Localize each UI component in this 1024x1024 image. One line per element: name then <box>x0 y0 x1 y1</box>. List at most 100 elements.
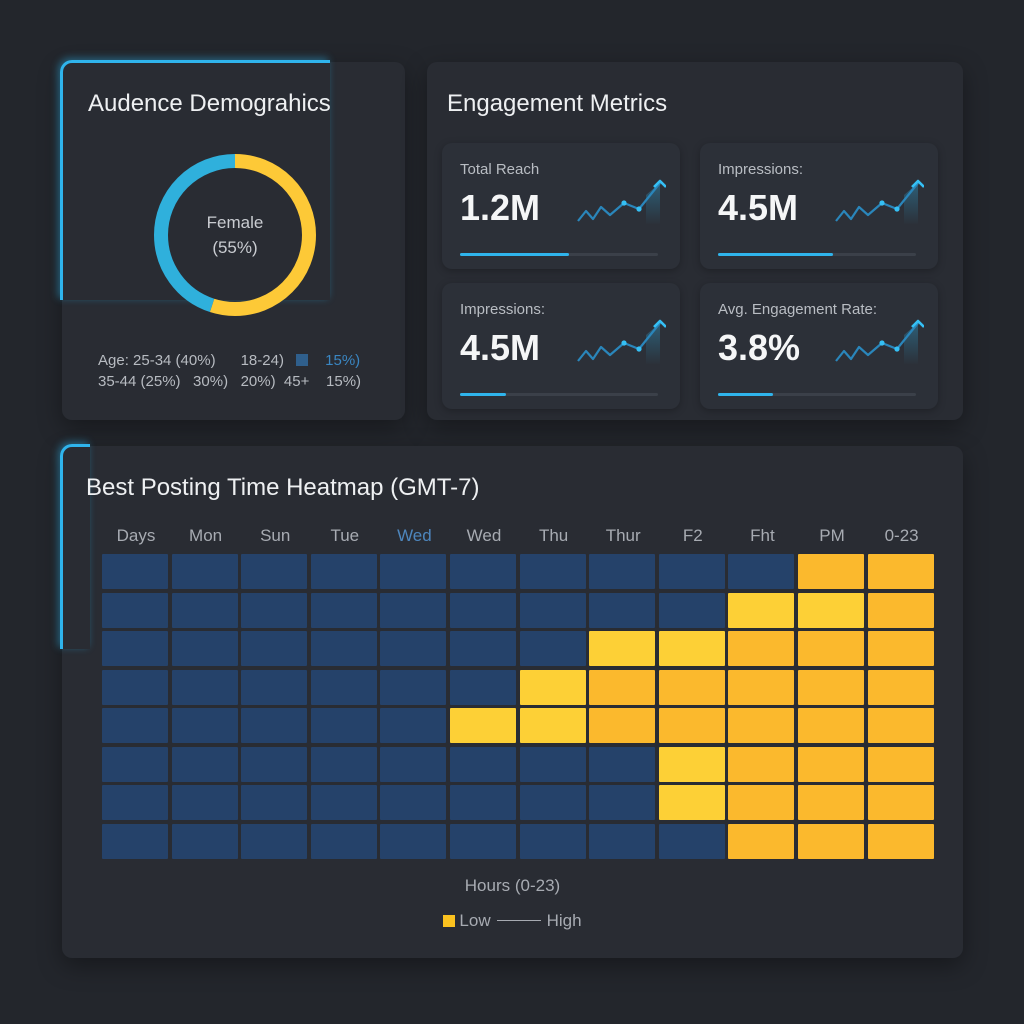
heatmap-cell[interactable] <box>867 708 934 743</box>
heatmap-cell[interactable] <box>658 592 725 628</box>
heatmap-cell[interactable] <box>589 669 656 705</box>
heatmap-cell[interactable] <box>380 785 447 820</box>
heatmap-cell[interactable] <box>310 785 377 820</box>
heatmap-cell[interactable] <box>380 823 447 859</box>
heatmap-cell[interactable] <box>102 785 168 820</box>
heatmap-cell[interactable] <box>241 785 308 820</box>
heatmap-cell[interactable] <box>798 746 864 782</box>
heatmap-cell[interactable] <box>728 746 795 782</box>
heatmap-cell[interactable] <box>171 669 238 705</box>
heatmap-cell[interactable] <box>171 631 238 666</box>
metric-card-impressions[interactable]: Impressions: 4.5M <box>700 143 938 269</box>
heatmap-cell[interactable] <box>519 823 586 859</box>
heatmap-cell[interactable] <box>798 669 864 705</box>
heatmap-cell[interactable] <box>519 631 586 666</box>
heatmap-cell[interactable] <box>102 554 168 589</box>
heatmap-cell[interactable] <box>658 746 725 782</box>
heatmap-cell[interactable] <box>171 823 238 859</box>
heatmap-cell[interactable] <box>102 669 168 705</box>
heatmap-cell[interactable] <box>310 592 377 628</box>
heatmap-cell[interactable] <box>241 669 308 705</box>
heatmap-cell[interactable] <box>171 592 238 628</box>
heatmap-cell[interactable] <box>310 708 377 743</box>
heatmap-cell[interactable] <box>798 785 864 820</box>
heatmap-cell[interactable] <box>380 592 447 628</box>
heatmap-cell[interactable] <box>589 823 656 859</box>
heatmap-cell[interactable] <box>171 554 238 589</box>
heatmap-cell[interactable] <box>658 554 725 589</box>
heatmap-cell[interactable] <box>102 708 168 743</box>
heatmap-cell[interactable] <box>589 746 656 782</box>
heatmap-cell[interactable] <box>867 554 934 589</box>
heatmap-cell[interactable] <box>310 746 377 782</box>
heatmap-cell[interactable] <box>867 631 934 666</box>
heatmap-cell[interactable] <box>380 708 447 743</box>
metric-card-total-reach[interactable]: Total Reach 1.2M <box>442 143 680 269</box>
heatmap-cell[interactable] <box>310 823 377 859</box>
heatmap-cell[interactable] <box>241 708 308 743</box>
heatmap-cell[interactable] <box>728 554 795 589</box>
heatmap-cell[interactable] <box>450 669 516 705</box>
heatmap-cell[interactable] <box>241 554 308 589</box>
heatmap-cell[interactable] <box>589 708 656 743</box>
heatmap-cell[interactable] <box>241 746 308 782</box>
heatmap-cell[interactable] <box>450 708 516 743</box>
heatmap-cell[interactable] <box>450 785 516 820</box>
heatmap-cell[interactable] <box>589 592 656 628</box>
heatmap-cell[interactable] <box>450 823 516 859</box>
heatmap-cell[interactable] <box>728 592 795 628</box>
heatmap-cell[interactable] <box>102 592 168 628</box>
heatmap-cell[interactable] <box>241 631 308 666</box>
heatmap-cell[interactable] <box>519 708 586 743</box>
heatmap-cell[interactable] <box>380 669 447 705</box>
heatmap-cell[interactable] <box>728 631 795 666</box>
heatmap-cell[interactable] <box>589 554 656 589</box>
heatmap-cell[interactable] <box>380 554 447 589</box>
metric-card-avg-engagement-rate[interactable]: Avg. Engagement Rate: 3.8% <box>700 283 938 409</box>
heatmap-cell[interactable] <box>241 823 308 859</box>
heatmap-cell[interactable] <box>589 785 656 820</box>
heatmap-cell[interactable] <box>380 631 447 666</box>
heatmap-cell[interactable] <box>728 823 795 859</box>
heatmap-cell[interactable] <box>798 823 864 859</box>
heatmap-cell[interactable] <box>728 708 795 743</box>
heatmap-cell[interactable] <box>450 631 516 666</box>
heatmap-cell[interactable] <box>380 746 447 782</box>
heatmap-cell[interactable] <box>728 669 795 705</box>
heatmap-cell[interactable] <box>310 669 377 705</box>
heatmap-cell[interactable] <box>171 785 238 820</box>
heatmap-cell[interactable] <box>798 708 864 743</box>
heatmap-cell[interactable] <box>310 554 377 589</box>
heatmap-cell[interactable] <box>450 746 516 782</box>
heatmap-cell[interactable] <box>867 823 934 859</box>
metric-card-impressions-2[interactable]: Impressions: 4.5M <box>442 283 680 409</box>
heatmap-cell[interactable] <box>658 785 725 820</box>
heatmap-cell[interactable] <box>798 592 864 628</box>
heatmap-cell[interactable] <box>728 785 795 820</box>
heatmap-cell[interactable] <box>171 746 238 782</box>
heatmap-cell[interactable] <box>519 785 586 820</box>
heatmap-cell[interactable] <box>867 669 934 705</box>
heatmap-cell[interactable] <box>658 669 725 705</box>
heatmap-cell[interactable] <box>658 631 725 666</box>
heatmap-cell[interactable] <box>450 554 516 589</box>
heatmap-cell[interactable] <box>519 554 586 589</box>
heatmap-cell[interactable] <box>867 592 934 628</box>
heatmap-cell[interactable] <box>450 592 516 628</box>
heatmap-cell[interactable] <box>867 746 934 782</box>
heatmap-cell[interactable] <box>867 785 934 820</box>
heatmap-cell[interactable] <box>102 823 168 859</box>
heatmap-cell[interactable] <box>102 631 168 666</box>
heatmap-cell[interactable] <box>798 554 864 589</box>
heatmap-cell[interactable] <box>658 708 725 743</box>
heatmap-cell[interactable] <box>519 592 586 628</box>
heatmap-cell[interactable] <box>171 708 238 743</box>
heatmap-cell[interactable] <box>310 631 377 666</box>
heatmap-cell[interactable] <box>519 669 586 705</box>
heatmap-cell[interactable] <box>798 631 864 666</box>
heatmap-cell[interactable] <box>589 631 656 666</box>
heatmap-cell[interactable] <box>241 592 308 628</box>
heatmap-cell[interactable] <box>519 746 586 782</box>
heatmap-cell[interactable] <box>102 746 168 782</box>
heatmap-cell[interactable] <box>658 823 725 859</box>
